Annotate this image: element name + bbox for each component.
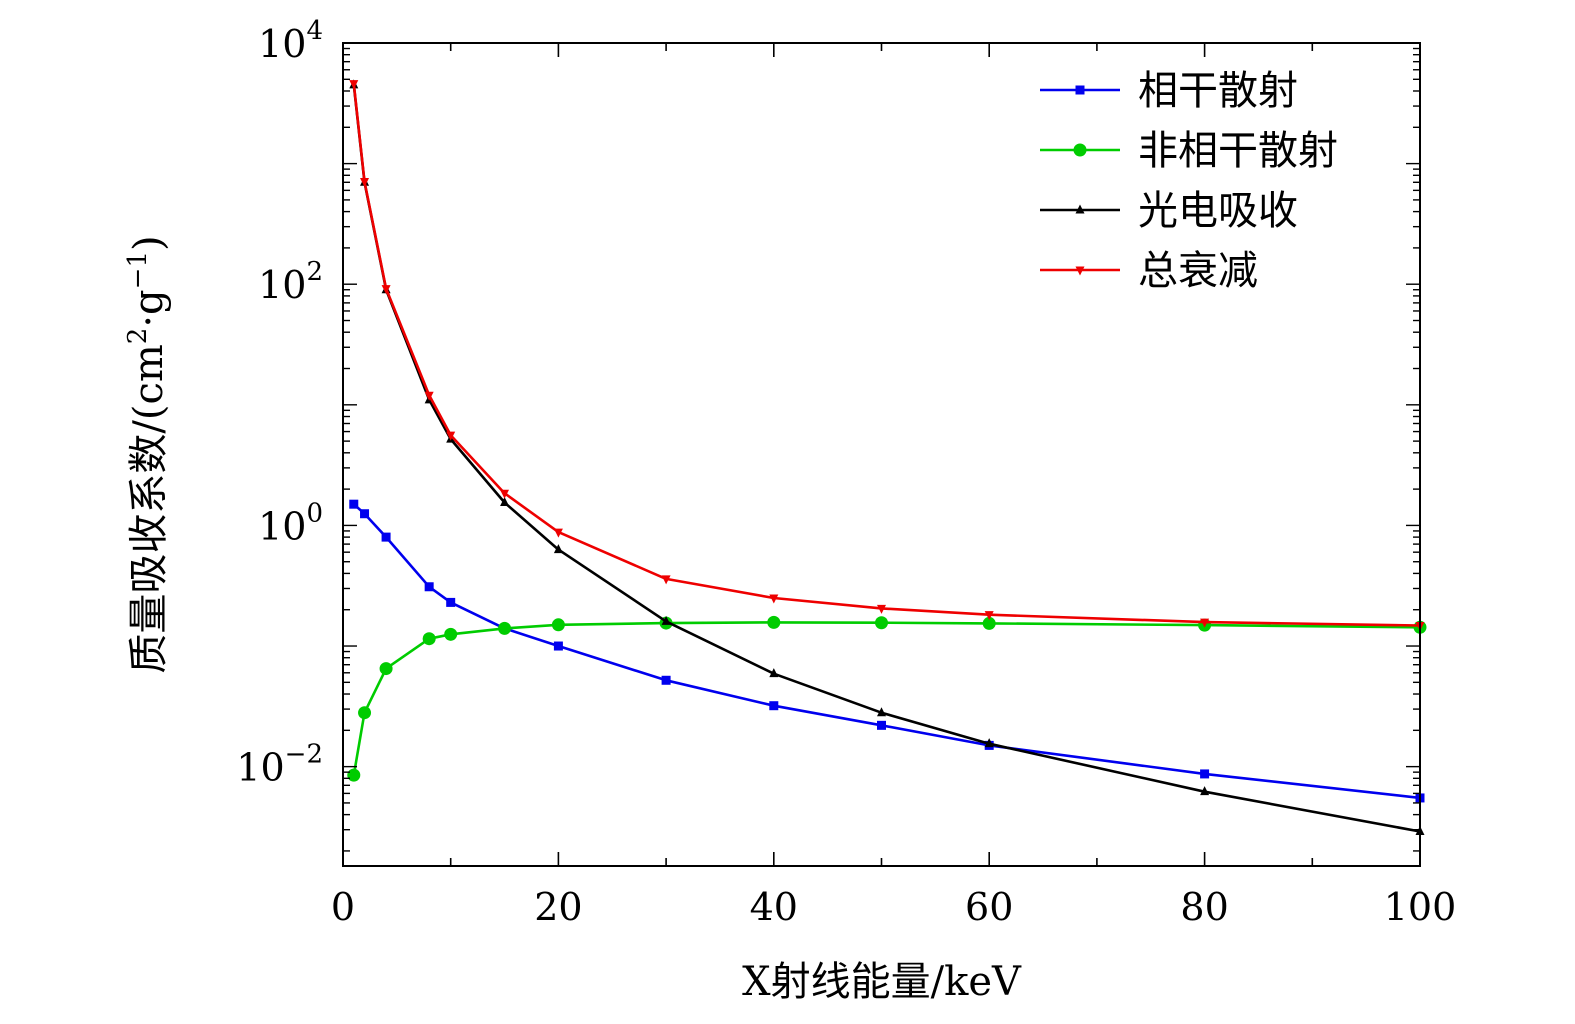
- data-point: [875, 616, 888, 630]
- data-point: [424, 582, 434, 592]
- data-point: [769, 594, 779, 604]
- data-point: [661, 615, 671, 625]
- legend-label: 光电吸收: [1138, 188, 1298, 234]
- series: [347, 615, 1427, 782]
- data-point: [1075, 204, 1085, 214]
- data-point: [984, 611, 994, 621]
- data-point: [446, 597, 456, 607]
- data-point: [877, 604, 886, 614]
- legend-label: 总衰减: [1138, 248, 1258, 294]
- x-tick-label: 100: [1384, 885, 1457, 929]
- x-tick-label: 60: [965, 885, 1013, 929]
- y-tick-base: 10: [258, 504, 306, 548]
- data-point: [349, 80, 359, 90]
- y-axis-title: 质量吸收系数/(cm2·g−1): [123, 235, 172, 673]
- y-axis-title-sup1: 2: [123, 328, 153, 345]
- data-point: [349, 499, 359, 509]
- y-axis-title-mid: ·g: [126, 289, 172, 327]
- data-point: [424, 391, 434, 401]
- data-point: [500, 496, 510, 506]
- x-tick-label: 0: [331, 885, 355, 929]
- x-tick-label: 80: [1180, 885, 1228, 929]
- y-tick-label: 102: [258, 257, 323, 307]
- data-point: [553, 641, 563, 651]
- data-point: [1200, 769, 1210, 779]
- data-point: [661, 675, 671, 685]
- y-tick-exponent: 2: [306, 257, 323, 287]
- legend-item: 相干散射: [1040, 68, 1298, 114]
- y-tick-base: 10: [236, 746, 284, 790]
- x-axis-title: X射线能量/keV: [742, 959, 1022, 1005]
- data-point: [422, 632, 436, 646]
- data-point: [877, 707, 886, 717]
- series: [349, 80, 1425, 631]
- data-point: [1073, 143, 1087, 157]
- legend-item: 光电吸收: [1040, 188, 1298, 234]
- data-point: [358, 706, 372, 720]
- data-point: [982, 616, 996, 630]
- y-tick-base: 10: [258, 22, 306, 66]
- y-tick-base: 10: [258, 263, 306, 307]
- data-point: [661, 575, 671, 585]
- y-tick-label: 10−2: [236, 740, 323, 790]
- series: [349, 499, 1425, 803]
- data-point: [360, 509, 370, 519]
- y-tick-label: 100: [258, 498, 323, 548]
- data-point: [877, 720, 886, 730]
- legend-item: 非相干散射: [1040, 128, 1338, 174]
- data-point: [347, 768, 361, 782]
- x-tick-label: 40: [750, 885, 798, 929]
- ticks-layer: [342, 42, 1421, 866]
- data-point: [379, 662, 393, 676]
- data-point: [984, 738, 994, 748]
- legend-label: 相干散射: [1138, 68, 1298, 114]
- data-point: [381, 532, 391, 542]
- data-point: [1200, 786, 1210, 796]
- data-point: [769, 668, 779, 678]
- data-point: [446, 431, 456, 441]
- series-line: [352, 503, 1421, 800]
- data-point: [1075, 266, 1085, 276]
- data-point: [769, 701, 779, 711]
- y-tick-exponent: 0: [306, 498, 323, 528]
- data-point: [1075, 85, 1085, 95]
- data-point: [498, 621, 512, 635]
- data-point: [551, 618, 565, 632]
- y-tick-exponent: −2: [285, 740, 323, 770]
- data-point: [381, 285, 391, 295]
- legend-item: 总衰减: [1040, 248, 1258, 294]
- y-axis-title-sup2: −1: [123, 251, 153, 289]
- data-point: [553, 544, 563, 554]
- legend-label: 非相干散射: [1138, 128, 1338, 174]
- data-point: [360, 178, 370, 188]
- data-point: [767, 615, 781, 629]
- data-point: [500, 489, 510, 499]
- data-point: [553, 528, 563, 538]
- series-line: [352, 621, 1421, 776]
- y-axis-title-end: ): [126, 235, 172, 251]
- data-point: [1200, 618, 1210, 628]
- data-point: [444, 627, 458, 641]
- y-axis-title-main: 质量吸收系数/(cm: [126, 344, 172, 673]
- x-tick-label: 20: [534, 885, 582, 929]
- y-tick-label: 104: [258, 16, 323, 66]
- y-tick-exponent: 4: [306, 16, 323, 46]
